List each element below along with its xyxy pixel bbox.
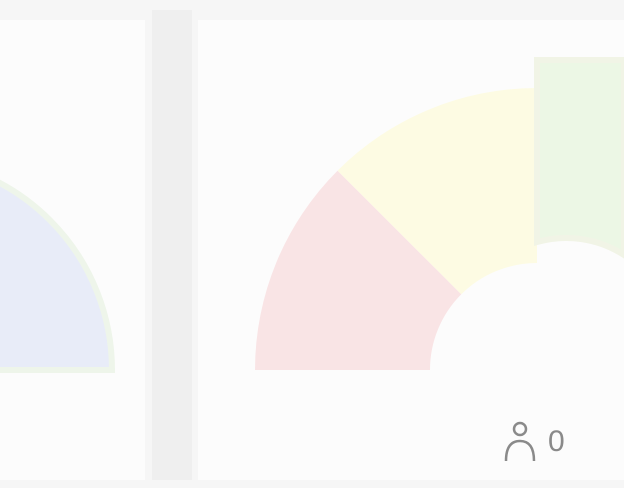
gauge-red-segment xyxy=(255,170,462,370)
separator xyxy=(152,10,192,480)
left-gauge xyxy=(0,179,116,373)
user-count: 0 xyxy=(548,425,565,458)
gauge-yellow-segment xyxy=(337,88,537,295)
user-icon xyxy=(504,421,536,462)
gauge-green-segment xyxy=(534,57,624,259)
